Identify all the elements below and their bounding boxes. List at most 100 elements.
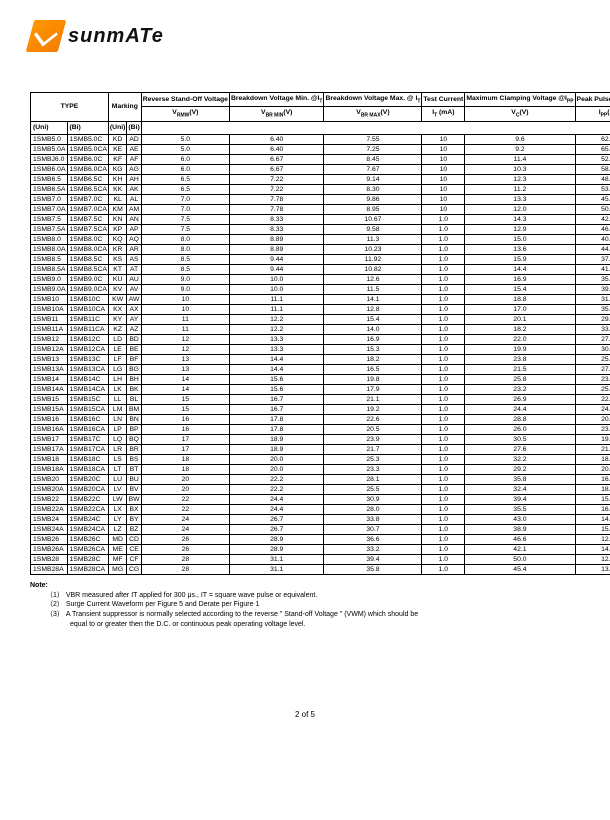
table-cell: 8.95 — [324, 204, 422, 214]
table-row: 1SMB261SMB26CMDCD2628.936.61.046.612.95.… — [31, 534, 610, 544]
table-cell: 10.0 — [229, 284, 324, 294]
table-cell: KT — [108, 264, 126, 274]
table-cell: 12.9 — [575, 534, 610, 544]
table-cell: LX — [108, 504, 126, 514]
table-cell: 8.0 — [141, 244, 229, 254]
table-cell: BX — [127, 504, 141, 514]
table-cell: 13.2 — [575, 564, 610, 574]
table-cell: 1SMB15C — [67, 394, 108, 404]
table-cell: 35.5 — [465, 504, 575, 514]
table-cell: 38.9 — [465, 524, 575, 534]
table-cell: 23.1 — [575, 424, 610, 434]
table-cell: CD — [127, 534, 141, 544]
table-cell: LS — [108, 454, 126, 464]
table-cell: 12 — [141, 334, 229, 344]
table-cell: 27.3 — [575, 334, 610, 344]
table-cell: 1SMB7.5 — [31, 214, 68, 224]
table-row: 1SMB8.01SMB8.0CKQAQ8.08.8911.31.015.040.… — [31, 234, 610, 244]
table-cell: AD — [127, 134, 141, 144]
table-cell: BL — [127, 394, 141, 404]
table-cell: 1.0 — [422, 284, 465, 294]
table-cell: 1.0 — [422, 414, 465, 424]
table-cell: 1SMB12CA — [67, 344, 108, 354]
table-cell: AR — [127, 244, 141, 254]
table-cell: 1.0 — [422, 554, 465, 564]
table-cell: 1SMB8.5C — [67, 254, 108, 264]
table-cell: 1SMB13C — [67, 354, 108, 364]
table-cell: 26.7 — [229, 514, 324, 524]
table-cell: 1.0 — [422, 524, 465, 534]
table-cell: 1SMB16A — [31, 424, 68, 434]
table-cell: 12.2 — [229, 324, 324, 334]
table-cell: KR — [108, 244, 126, 254]
table-cell: 13.3 — [229, 334, 324, 344]
table-cell: 1SMB22CA — [67, 504, 108, 514]
table-cell: 1SMB9.0A — [31, 284, 68, 294]
logo-text: sunmATe — [68, 25, 164, 48]
table-cell: KW — [108, 294, 126, 304]
table-cell: 1SMB6.5CA — [67, 184, 108, 194]
table-cell: 58.3 — [575, 164, 610, 174]
table-cell: 22 — [141, 494, 229, 504]
table-cell: 1.0 — [422, 244, 465, 254]
table-cell: 1.0 — [422, 384, 465, 394]
table-cell: 20.8 — [575, 414, 610, 424]
table-cell: 1.0 — [422, 304, 465, 314]
table-cell: 7.78 — [229, 204, 324, 214]
table-cell: 30.7 — [324, 524, 422, 534]
table-cell: 50.0 — [575, 204, 610, 214]
table-cell: 10.3 — [465, 164, 575, 174]
table-cell: 14.1 — [324, 294, 422, 304]
table-cell: 1SMB10 — [31, 294, 68, 304]
table-cell: 1SMB16C — [67, 414, 108, 424]
table-cell: KQ — [108, 234, 126, 244]
table-cell: 20 — [141, 474, 229, 484]
page-footer: 2 of 5 — [30, 710, 580, 719]
table-cell: 21.7 — [324, 444, 422, 454]
table-cell: 1SMB17C — [67, 434, 108, 444]
table-cell: 10 — [422, 144, 465, 154]
spec-table: TYPE Marking Reverse Stand-Off Voltage B… — [30, 92, 610, 575]
table-cell: 1.0 — [422, 264, 465, 274]
table-cell: 1SMB15CA — [67, 404, 108, 414]
table-cell: 14.4 — [229, 364, 324, 374]
table-cell: 10 — [422, 164, 465, 174]
table-cell: 1SMB14CA — [67, 384, 108, 394]
table-cell: 15.9 — [465, 254, 575, 264]
table-row: 1SMB26A1SMB26CAMECE2628.933.21.042.114.3… — [31, 544, 610, 554]
table-cell: BG — [127, 364, 141, 374]
table-cell: 1SMB5.0 — [31, 134, 68, 144]
table-cell: 1SMB28CA — [67, 564, 108, 574]
table-cell: 36.6 — [324, 534, 422, 544]
table-cell: 1SMB12C — [67, 334, 108, 344]
table-cell: 31.9 — [575, 294, 610, 304]
table-row: 1SMB8.5A1SMB8.5CAKTAT8.59.4410.821.014.4… — [31, 264, 610, 274]
table-cell: 19.2 — [324, 404, 422, 414]
table-row: 1SMB20A1SMB20CALVBV2022.225.51.032.418.5… — [31, 484, 610, 494]
table-cell: 1SMB7.0C — [67, 194, 108, 204]
table-cell: 9.58 — [324, 224, 422, 234]
table-cell: 20.5 — [575, 464, 610, 474]
table-cell: 21.1 — [324, 394, 422, 404]
table-cell: 23.9 — [324, 434, 422, 444]
th-vc: VC(V) — [465, 107, 575, 121]
table-cell: 26 — [141, 544, 229, 554]
table-cell: 12 — [141, 344, 229, 354]
table-row: 1SMB5.0A1SMB5.0CAKEAE5.06.407.25109.265.… — [31, 144, 610, 154]
table-cell: 17.8 — [229, 424, 324, 434]
table-row: 1SMB18A1SMB18CALTBT1820.023.31.029.220.5… — [31, 464, 610, 474]
table-cell: AM — [127, 204, 141, 214]
table-cell: 1SMB11A — [31, 324, 68, 334]
table-cell: BV — [127, 484, 141, 494]
table-cell: 16.9 — [575, 504, 610, 514]
table-cell: 1SMB8.0A — [31, 244, 68, 254]
table-cell: 25.2 — [575, 354, 610, 364]
table-cell: 9.0 — [141, 274, 229, 284]
table-cell: 8.5 — [141, 254, 229, 264]
table-cell: LL — [108, 394, 126, 404]
table-cell: 10 — [422, 154, 465, 164]
table-cell: BD — [127, 334, 141, 344]
th-peak: Peak Pulse Current — [575, 93, 610, 107]
table-cell: 12.2 — [229, 314, 324, 324]
table-cell: 37.7 — [575, 254, 610, 264]
